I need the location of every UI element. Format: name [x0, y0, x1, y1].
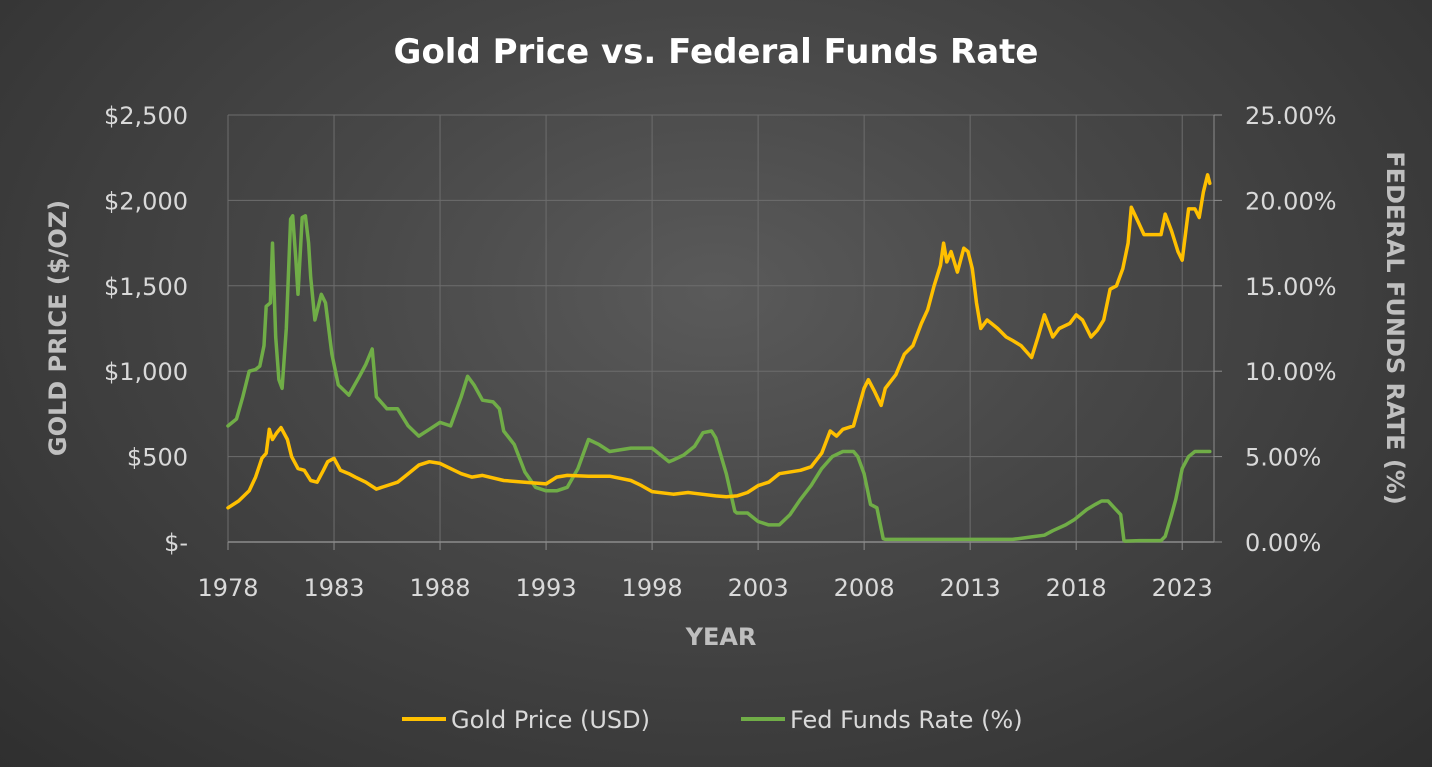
axes	[227, 114, 1222, 550]
y-left-tick-label: $2,500	[104, 102, 188, 130]
y-left-tick-label: $1,500	[104, 273, 188, 301]
y-right-tick-label: 10.00%	[1245, 358, 1337, 386]
y-right-tick-label: 5.00%	[1245, 444, 1321, 472]
x-tick-label: 1988	[410, 574, 471, 602]
y-right-tick-labels: 25.00% 20.00% 15.00% 10.00% 5.00% 0.00%	[1245, 102, 1337, 557]
legend: Gold Price (USD) Fed Funds Rate (%)	[402, 706, 1023, 734]
y-left-tick-label: $2,000	[104, 187, 188, 215]
y-right-tick-label: 25.00%	[1245, 102, 1337, 130]
chart-title: Gold Price vs. Federal Funds Rate	[394, 32, 1039, 72]
x-tick-label: 2003	[728, 574, 789, 602]
x-tick-label: 1983	[303, 574, 364, 602]
y-right-tick-label: 20.00%	[1245, 187, 1337, 215]
x-tick-label: 2018	[1046, 574, 1107, 602]
y-left-tick-label: $-	[164, 529, 188, 557]
series-line-gold-price	[226, 173, 1212, 510]
y-right-tick-label: 15.00%	[1245, 273, 1337, 301]
series-lines	[226, 173, 1212, 543]
y-left-tick-labels: $2,500 $2,000 $1,500 $1,000 $500 $-	[104, 102, 188, 557]
x-axis-title: YEAR	[685, 623, 757, 651]
x-tick-label: 2023	[1152, 574, 1213, 602]
y-left-axis-title: GOLD PRICE ($/OZ)	[44, 200, 72, 456]
legend-label-gold: Gold Price (USD)	[451, 706, 650, 734]
legend-label-fed-funds: Fed Funds Rate (%)	[790, 706, 1023, 734]
x-tick-label: 2013	[940, 574, 1001, 602]
grid-lines	[227, 114, 1214, 542]
x-tick-label: 1978	[197, 574, 258, 602]
y-right-tick-label: 0.00%	[1245, 529, 1321, 557]
x-tick-label: 1993	[516, 574, 577, 602]
x-tick-labels: 1978 1983 1988 1993 1998 2003 2008 2013 2018 2023	[197, 574, 1212, 602]
x-tick-label: 1998	[622, 574, 683, 602]
y-left-tick-label: $500	[127, 444, 188, 472]
series-line-fed-funds-rate	[226, 214, 1212, 543]
y-right-axis-title: FEDERAL FUNDS RATE (%)	[1381, 151, 1409, 505]
x-tick-label: 2008	[834, 574, 895, 602]
y-left-tick-label: $1,000	[104, 358, 188, 386]
